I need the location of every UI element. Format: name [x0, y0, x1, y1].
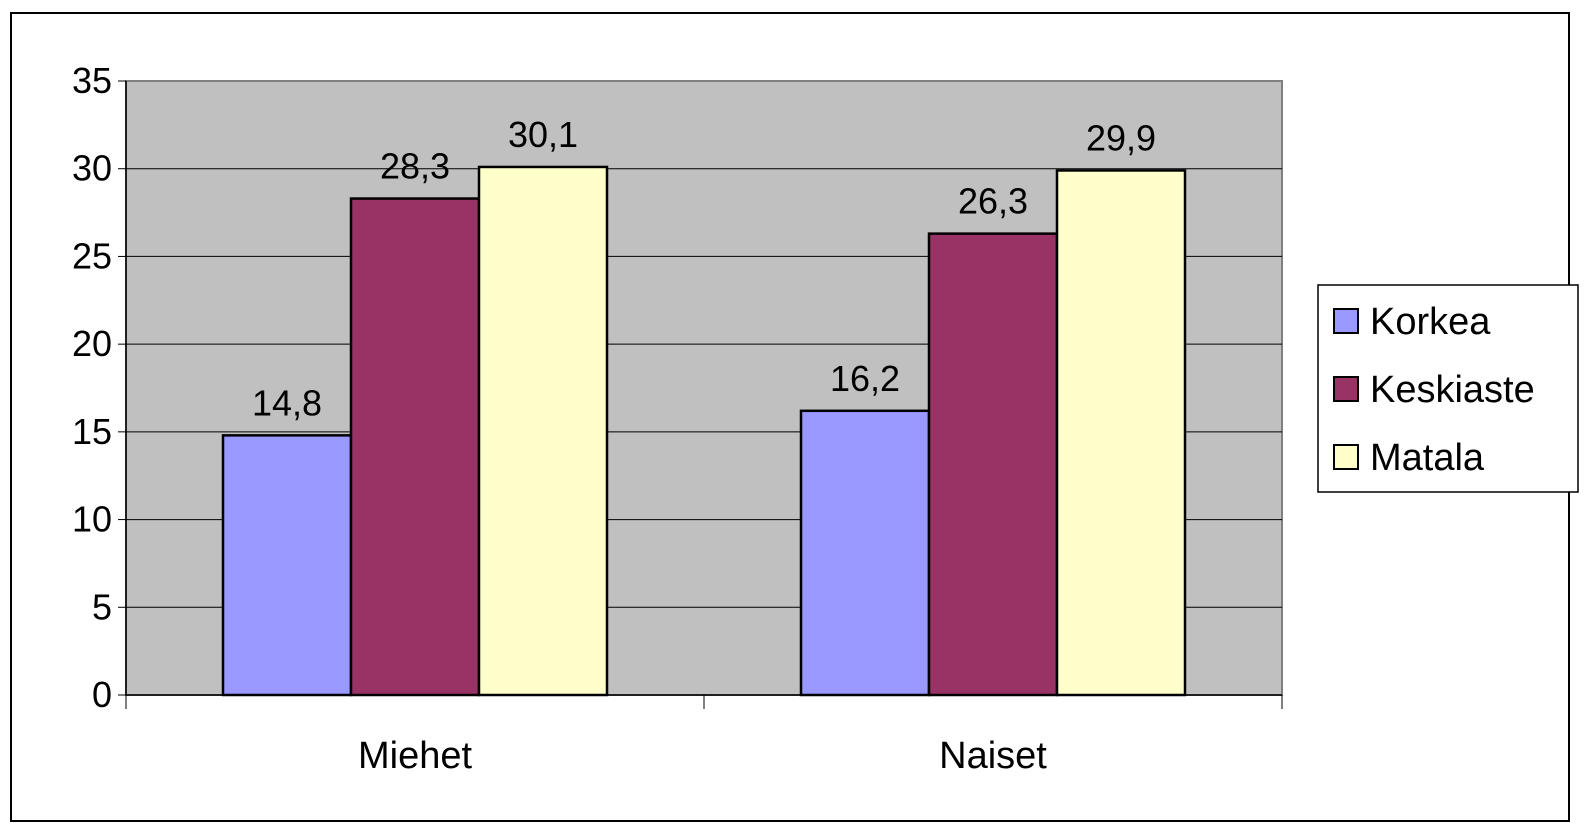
- legend: Korkea Keskiaste Matala: [1317, 284, 1579, 493]
- legend-swatch-keskiaste: [1333, 376, 1359, 402]
- bar-korkea-naiset: [799, 409, 931, 697]
- legend-box: [1317, 284, 1579, 493]
- data-label: 16,2: [830, 358, 900, 399]
- y-tick-label: 10: [72, 499, 112, 540]
- x-tick-label: Miehet: [358, 735, 472, 777]
- legend-label-keskiaste: Keskiaste: [1370, 369, 1535, 411]
- y-tick-label: 20: [72, 323, 112, 364]
- y-tick-label: 35: [72, 60, 112, 101]
- data-label: 30,1: [508, 114, 578, 155]
- bar-korkea-miehet: [221, 434, 353, 697]
- data-label: 14,8: [252, 382, 322, 423]
- legend-swatch-korkea: [1333, 308, 1359, 334]
- legend-label-korkea: Korkea: [1370, 301, 1491, 343]
- x-tick-label: Naiset: [939, 735, 1047, 777]
- y-tick-label: 5: [92, 586, 112, 627]
- y-tick-label: 25: [72, 235, 112, 276]
- bar-matala-naiset: [1055, 169, 1187, 697]
- y-tick-label: 0: [92, 674, 112, 715]
- bar-keskiaste-miehet: [349, 197, 481, 697]
- data-label: 28,3: [380, 146, 450, 187]
- y-tick-label: 15: [72, 411, 112, 452]
- data-labels: 14,8 28,3 30,1 16,2 26,3 29,9: [252, 114, 1156, 423]
- bar-keskiaste-naiset: [927, 232, 1059, 697]
- y-tick-label: 30: [72, 148, 112, 189]
- data-label: 29,9: [1086, 117, 1156, 158]
- data-label: 26,3: [958, 181, 1028, 222]
- legend-swatch-matala: [1333, 444, 1359, 470]
- axes: 0 5 10 15 20 25 30 35 Miehet Naiset: [72, 60, 1283, 777]
- bar-matala-miehet: [477, 165, 609, 697]
- legend-label-matala: Matala: [1370, 437, 1485, 479]
- bars: [221, 165, 1187, 697]
